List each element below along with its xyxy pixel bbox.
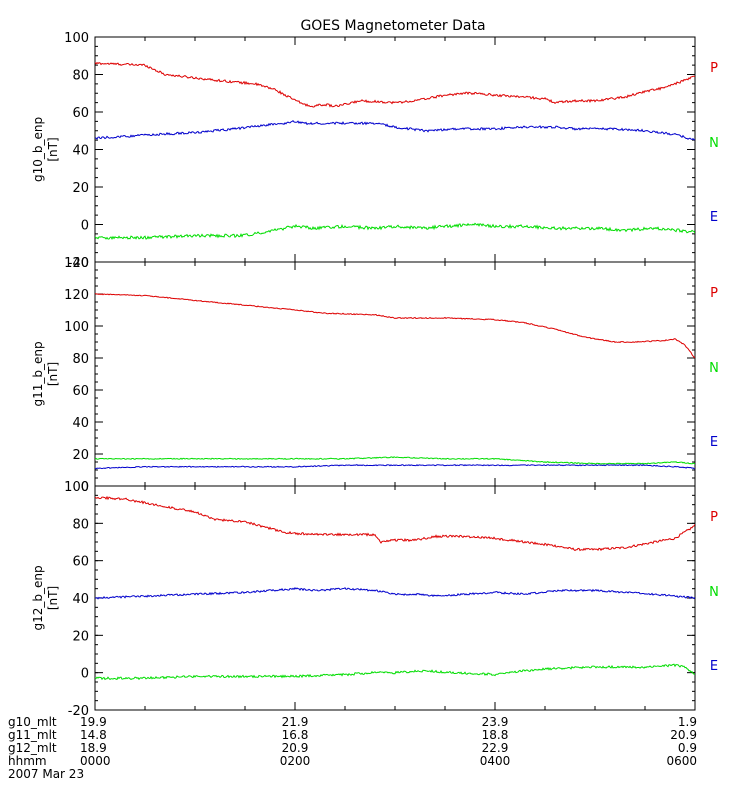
bottom-row-value: 0000 (80, 754, 111, 768)
bottom-row-value: 0600 (666, 754, 697, 768)
y-tick-label: 100 (64, 320, 89, 335)
legend-e: E (710, 659, 718, 674)
series-line-p (95, 61, 695, 108)
y-tick-label: 0 (81, 480, 89, 495)
y-tick-label: 20 (72, 629, 89, 644)
bottom-row-value: 14.8 (80, 728, 107, 742)
legend-n: N (709, 361, 719, 376)
y-tick-label: 40 (72, 144, 89, 159)
y-tick-label: 20 (72, 181, 89, 196)
y-tick-label: 60 (72, 555, 89, 570)
legend-p: P (710, 286, 718, 301)
y-tick-label: 80 (72, 352, 89, 367)
y-tick-label: 80 (72, 517, 89, 532)
series-line-n (95, 456, 695, 465)
y-tick-label: 120 (64, 288, 89, 303)
legend-p: P (710, 510, 718, 525)
legend-e: E (710, 435, 718, 450)
y-tick-label: 40 (72, 416, 89, 431)
chart-title: GOES Magnetometer Data (300, 18, 485, 34)
legend-p: P (710, 61, 718, 76)
y-axis-label: g12_b_enp (31, 565, 45, 630)
bottom-row-value: 18.9 (80, 741, 107, 755)
series-line-e (95, 464, 695, 470)
panel-frame (94, 261, 696, 487)
bottom-row-label: g10_mlt (8, 715, 57, 729)
panel-3: -20 0 20 40 60 80 100 g12_b_enp [nT] P N E (31, 480, 719, 719)
y-tick-label: 40 (72, 592, 89, 607)
legend-n: N (709, 136, 719, 151)
bottom-row-value: 0.9 (678, 741, 697, 755)
bottom-row-value: 20.9 (670, 728, 697, 742)
series-line-p (95, 293, 695, 359)
y-tick-label: 20 (72, 448, 89, 463)
y-axis-unit: [nT] (46, 137, 60, 161)
bottom-row-label: g12_mlt (8, 741, 57, 755)
panel-1: -20 0 20 40 60 80 100 g10_b_enp [nT] P N E (31, 31, 719, 271)
y-tick-label: 100 (64, 31, 89, 46)
series-line-n (95, 663, 695, 681)
legend-e: E (710, 210, 718, 225)
bottom-row-value: 16.8 (282, 728, 309, 742)
series-line-n (95, 222, 695, 241)
y-tick-label: -20 (68, 256, 89, 271)
legend-n: N (709, 585, 719, 600)
y-tick-label: 80 (72, 69, 89, 84)
bottom-row-value: 1.9 (678, 715, 697, 729)
series-line-p (95, 495, 695, 552)
y-axis-unit: [nT] (46, 586, 60, 610)
y-tick-label: 0 (81, 219, 89, 234)
panel-2: 0 20 40 60 80 100 120 140 g11_b_enp [nT] P N E (31, 256, 719, 495)
y-axis-label: g11_b_enp (31, 341, 45, 406)
bottom-row-value: 20.9 (282, 741, 309, 755)
bottom-row-value: 0400 (480, 754, 511, 768)
bottom-row-value: 22.9 (482, 741, 509, 755)
bottom-row-value: 0200 (280, 754, 311, 768)
y-axis-label: g10_b_enp (31, 117, 45, 182)
y-tick-label: -20 (68, 704, 89, 719)
y-tick-label: 100 (64, 480, 89, 495)
y-tick-label: 0 (81, 667, 89, 682)
bottom-row-value: 19.9 (80, 715, 107, 729)
y-tick-label: 140 (64, 256, 89, 271)
bottom-row-value: 18.8 (482, 728, 509, 742)
y-axis-unit: [nT] (46, 362, 60, 386)
series-line-e (95, 586, 695, 600)
bottom-row-value: 21.9 (282, 715, 309, 729)
bottom-row-value: 23.9 (482, 715, 509, 729)
bottom-row-label: g11_mlt (8, 728, 57, 742)
y-tick-label: 60 (72, 106, 89, 121)
date-label: 2007 Mar 23 (8, 767, 84, 781)
series-line-e (95, 120, 695, 141)
y-tick-label: 60 (72, 384, 89, 399)
bottom-row-label: hhmm (8, 754, 47, 768)
